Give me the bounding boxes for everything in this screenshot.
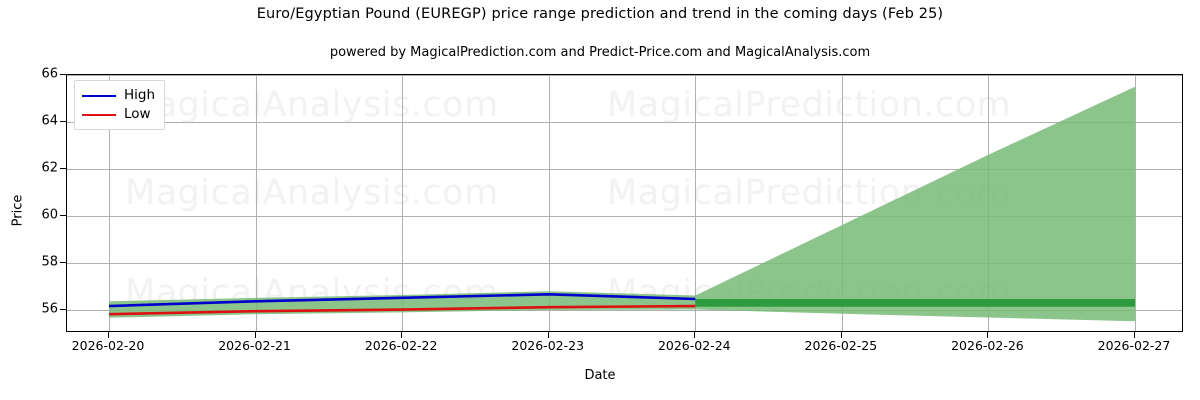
x-axis-tick-label: 2026-02-20 xyxy=(71,338,145,353)
gridline-horizontal xyxy=(67,75,1182,76)
y-axis-label: Price xyxy=(10,194,26,227)
y-axis-tick-mark xyxy=(60,168,66,169)
gridline-horizontal xyxy=(67,216,1182,217)
legend-label-high: High xyxy=(124,86,156,103)
trend-core-band xyxy=(695,298,1135,307)
y-axis-tick-label: 60 xyxy=(41,207,58,223)
legend-item-high[interactable]: High xyxy=(82,86,155,105)
y-axis-tick-label: 62 xyxy=(41,160,58,176)
grid-layer xyxy=(67,75,1182,331)
gridline-vertical xyxy=(402,75,403,331)
x-axis-tick-label: 2026-02-27 xyxy=(1097,338,1171,353)
x-axis-label: Date xyxy=(584,368,616,383)
gridline-vertical xyxy=(109,75,110,331)
gridline-vertical xyxy=(695,75,696,331)
legend-item-low[interactable]: Low xyxy=(82,105,155,124)
gridline-horizontal xyxy=(67,169,1182,170)
y-axis-tick-label: 64 xyxy=(41,113,58,129)
x-axis-tick-mark xyxy=(108,332,109,338)
data-series-layer xyxy=(108,86,1135,322)
y-axis-tick-label: 66 xyxy=(41,66,58,82)
y-axis-tick-mark xyxy=(60,309,66,310)
gridline-horizontal xyxy=(67,310,1182,311)
series-line-high xyxy=(108,293,696,308)
legend-label-low: Low xyxy=(124,105,151,122)
series-line-low xyxy=(108,304,696,316)
gridline-vertical xyxy=(1135,75,1136,331)
x-axis-tick-label: 2026-02-25 xyxy=(804,338,878,353)
y-axis-tick-mark xyxy=(60,121,66,122)
gridline-vertical xyxy=(549,75,550,331)
x-axis-tick-mark xyxy=(987,332,988,338)
legend-color-swatch-low xyxy=(82,113,116,116)
gridline-vertical xyxy=(256,75,257,331)
x-axis-tick-mark xyxy=(548,332,549,338)
gridline-vertical xyxy=(842,75,843,331)
x-axis-tick-label: 2026-02-22 xyxy=(364,338,438,353)
y-axis-tick-mark xyxy=(60,215,66,216)
plot-area: MagicalAnalysis.com MagicalPrediction.com… xyxy=(66,74,1183,332)
gridline-horizontal xyxy=(67,263,1182,264)
x-axis-tick-mark xyxy=(1134,332,1135,338)
y-axis-tick-mark xyxy=(60,262,66,263)
y-axis-tick-mark xyxy=(60,74,66,75)
x-axis-tick-mark xyxy=(841,332,842,338)
gridline-horizontal xyxy=(67,122,1182,123)
x-axis-tick-label: 2026-02-26 xyxy=(951,338,1024,353)
x-axis-tick-label: 2026-02-21 xyxy=(218,338,291,353)
chart-title: Euro/Egyptian Pound (EUREGP) price range… xyxy=(256,6,944,22)
y-axis-tick-label: 56 xyxy=(41,301,58,317)
legend-color-swatch-high xyxy=(82,94,116,97)
x-axis-tick-mark xyxy=(255,332,256,338)
chart-subtitle: powered by MagicalPrediction.com and Pre… xyxy=(329,45,871,60)
y-axis-tick-label: 58 xyxy=(41,254,58,270)
x-axis-tick-mark xyxy=(694,332,695,338)
x-axis-tick-label: 2026-02-23 xyxy=(511,338,585,353)
x-axis-tick-label: 2026-02-24 xyxy=(657,338,731,353)
prediction-range-band xyxy=(109,86,1135,322)
chart-legend[interactable]: High Low xyxy=(74,80,166,130)
x-axis-tick-mark xyxy=(401,332,402,338)
